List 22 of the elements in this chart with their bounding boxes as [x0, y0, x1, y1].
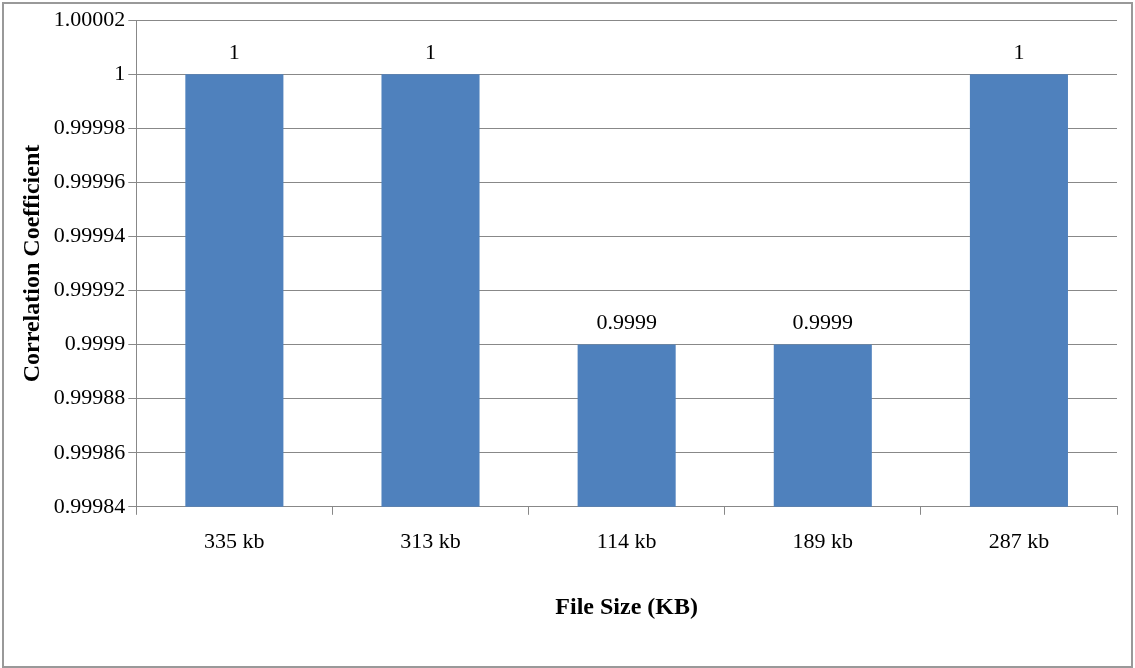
x-tick-label: 287 kb: [988, 527, 1050, 553]
y-tick-label: 1.00002: [53, 5, 126, 31]
x-tick-label: 335 kb: [204, 527, 265, 553]
y-tick-label: 0.99992: [53, 276, 126, 302]
y-tick-label: 0.99994: [53, 222, 126, 248]
data-label: 0.9999: [596, 309, 657, 335]
x-tick-label: 114 kb: [596, 527, 657, 553]
y-tick-label: 0.99988: [53, 384, 126, 410]
y-tick-label: 0.99996: [53, 168, 126, 194]
y-tick-label: 0.99986: [53, 438, 126, 464]
x-axis-title: File Size (KB): [555, 592, 698, 619]
y-tick-label: 0.9999: [64, 330, 126, 356]
y-tick-label: 0.99998: [53, 114, 126, 140]
data-label: 1: [1013, 39, 1025, 65]
data-label: 1: [425, 39, 437, 65]
y-tick-label: 0.99984: [53, 492, 126, 518]
y-axis-title: Correlation Coefficient: [17, 144, 44, 383]
data-label: 1: [228, 39, 240, 65]
data-label: 0.9999: [792, 309, 854, 335]
y-tick-label: 1: [114, 60, 126, 86]
x-tick-label: 313 kb: [400, 527, 461, 553]
x-tick-label: 189 kb: [792, 527, 854, 553]
